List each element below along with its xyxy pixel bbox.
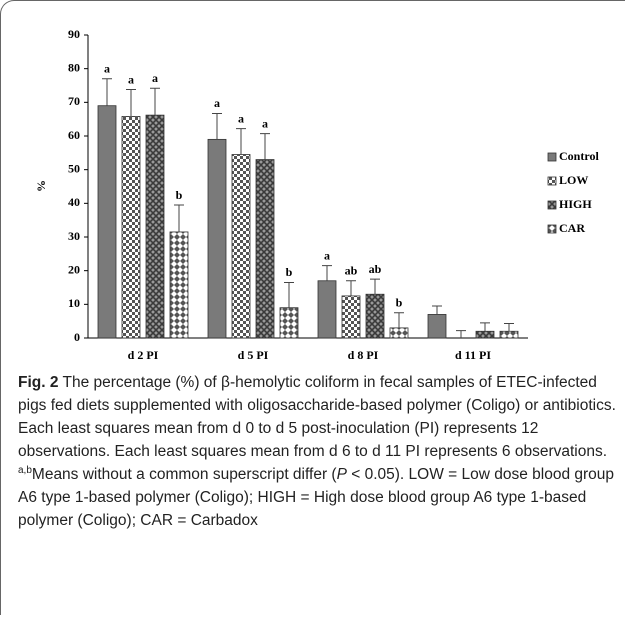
y-tick-label: 50 [68, 161, 80, 175]
significance-letter: a [238, 111, 244, 125]
error-bar [456, 330, 466, 338]
significance-letter: b [286, 265, 293, 279]
bar [341, 295, 361, 339]
caption: Fig. 2 The percentage (%) of β-hemolytic… [18, 371, 616, 532]
y-axis-label: % [34, 180, 48, 192]
legend-label: CAR [559, 221, 585, 235]
error-bar [322, 265, 332, 281]
legend-swatch [547, 224, 557, 234]
caption-italic: P [336, 466, 347, 483]
y-tick-label: 0 [74, 330, 80, 344]
significance-letter: a [128, 72, 134, 86]
error-bar [394, 312, 404, 328]
x-tick-label: d 2 PI [128, 348, 159, 362]
error-bar [102, 78, 112, 106]
significance-letter: a [152, 71, 158, 85]
x-tick-label: d 5 PI [238, 348, 269, 362]
y-tick-label: 90 [68, 27, 80, 41]
bar [365, 293, 385, 339]
y-tick-label: 20 [68, 262, 80, 276]
legend-label: LOW [559, 173, 588, 187]
caption-text: The percentage (%) of β-hemolytic colifo… [18, 374, 616, 460]
caption-superscript: a,b [18, 464, 32, 476]
bar [121, 116, 141, 339]
significance-letter: a [104, 62, 110, 76]
bar [145, 114, 165, 339]
significance-letter: ab [345, 264, 358, 278]
legend-swatch [547, 152, 557, 162]
bar [207, 138, 227, 339]
caption-label: Fig. 2 [18, 374, 59, 391]
error-bar [150, 87, 160, 116]
bar [427, 314, 447, 339]
error-bar [480, 322, 490, 332]
caption-text: < 0.05). LOW = Low dose blood group A6 t… [18, 466, 615, 529]
significance-letter: a [324, 248, 330, 262]
bar [279, 307, 299, 339]
legend-label: Control [559, 149, 599, 163]
y-tick-label: 70 [68, 94, 80, 108]
significance-letter: ab [369, 262, 382, 276]
error-bar [212, 112, 222, 140]
error-bar [236, 128, 246, 155]
error-bar [504, 323, 514, 332]
significance-letter: a [262, 116, 268, 130]
legend-swatch [547, 176, 557, 186]
y-tick-label: 60 [68, 128, 80, 142]
bar [475, 330, 495, 339]
error-bar [284, 281, 294, 308]
bar [389, 327, 409, 339]
error-bar [370, 278, 380, 295]
significance-letter: a [214, 96, 220, 110]
y-tick-label: 10 [68, 296, 80, 310]
error-bar [174, 204, 184, 232]
caption-text: Means without a common superscript diffe… [31, 466, 337, 483]
legend-label: HIGH [559, 197, 592, 211]
bar [255, 159, 275, 339]
significance-letter: b [396, 296, 403, 310]
bar [231, 154, 251, 339]
legend-swatch [547, 200, 557, 210]
y-tick-label: 40 [68, 195, 80, 209]
significance-letter: b [176, 188, 183, 202]
bar [499, 330, 519, 339]
error-bar [346, 280, 356, 296]
error-bar [260, 133, 270, 160]
y-tick-label: 30 [68, 229, 80, 243]
x-tick-label: d 8 PI [348, 348, 379, 362]
error-bar [432, 305, 442, 315]
error-bar [126, 89, 136, 117]
x-tick-label: d 11 PI [455, 348, 491, 362]
y-tick-label: 80 [68, 60, 80, 74]
bar [317, 280, 337, 339]
bar [97, 105, 117, 339]
bar [169, 231, 189, 339]
